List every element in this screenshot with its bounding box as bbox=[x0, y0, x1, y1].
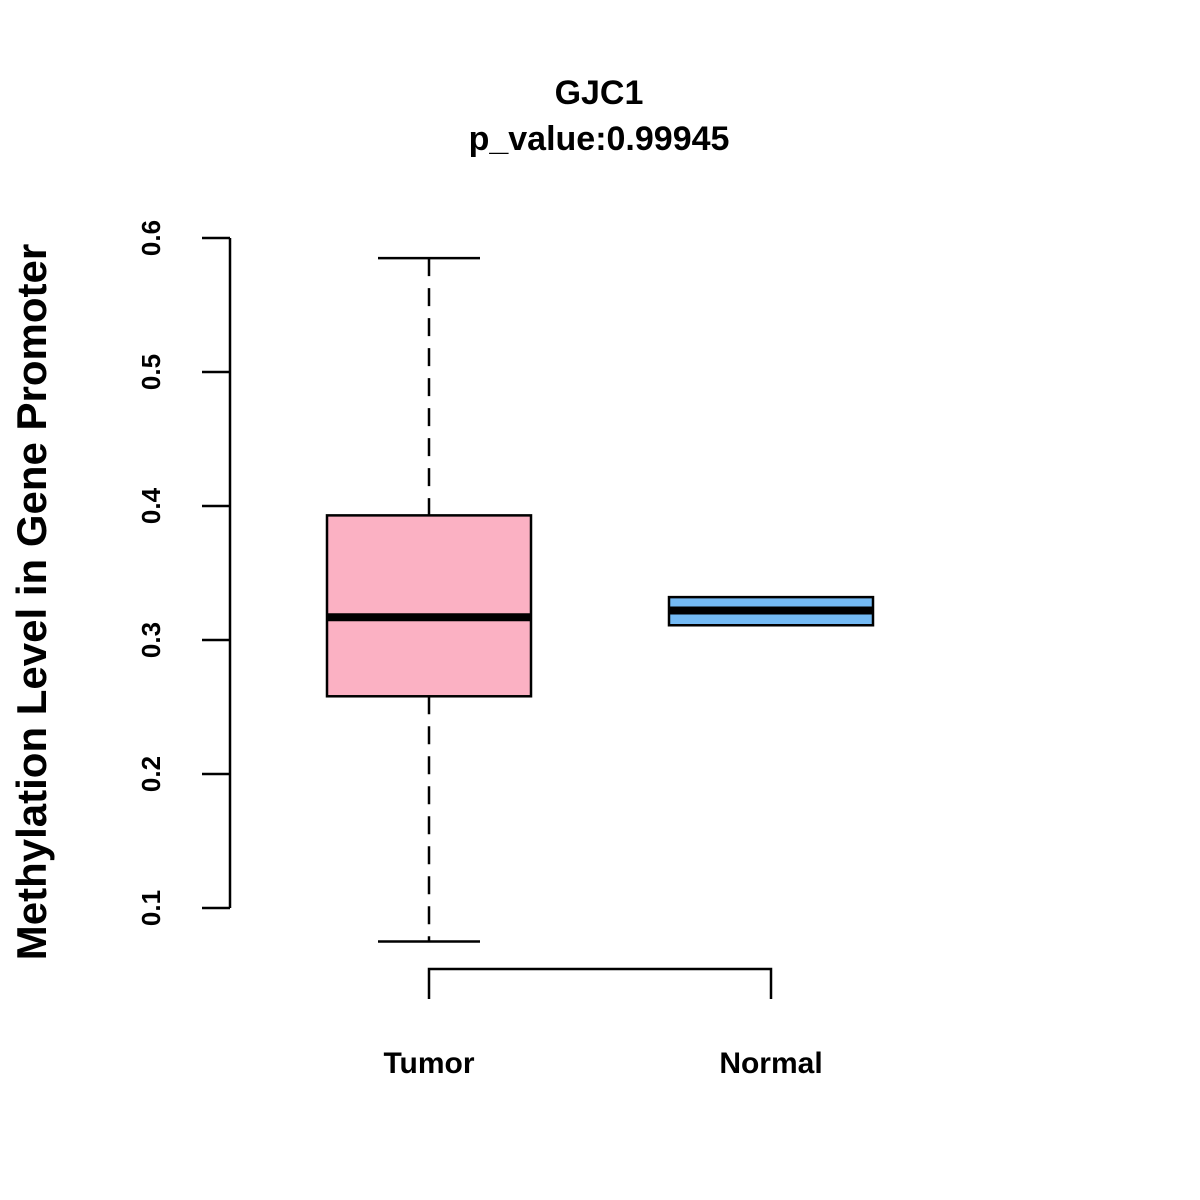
category-label-normal: Normal bbox=[719, 1047, 822, 1080]
boxes-group bbox=[325, 256, 875, 943]
chart-subtitle: p_value:0.99945 bbox=[469, 120, 730, 158]
y-tick-label: 0.1 bbox=[136, 890, 166, 926]
comparison-bracket bbox=[427, 967, 773, 999]
comparison-bracket-group bbox=[427, 967, 773, 999]
y-tick-label: 0.4 bbox=[136, 487, 166, 524]
box-body bbox=[325, 514, 533, 698]
category-labels: Tumor Normal bbox=[383, 1047, 822, 1080]
y-axis: 0.1 0.2 0.3 0.4 0.5 0.6 bbox=[136, 220, 232, 926]
category-label-tumor: Tumor bbox=[383, 1047, 474, 1080]
y-tick-label: 0.5 bbox=[136, 354, 166, 390]
y-axis-label: Methylation Level in Gene Promoter bbox=[8, 244, 55, 960]
chart-title: GJC1 bbox=[555, 74, 644, 112]
y-tick-label: 0.6 bbox=[136, 220, 166, 256]
box-tumor bbox=[325, 256, 533, 943]
y-tick-label: 0.3 bbox=[136, 622, 166, 658]
box-normal bbox=[667, 595, 875, 627]
y-tick-label: 0.2 bbox=[136, 756, 166, 792]
